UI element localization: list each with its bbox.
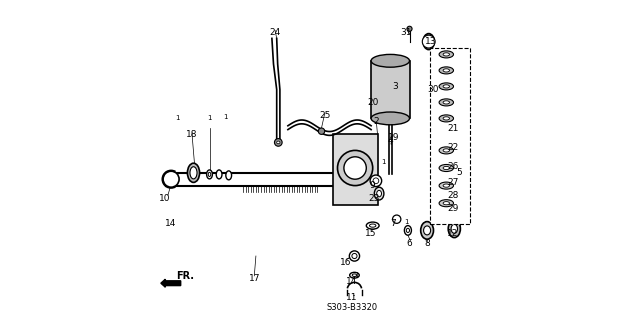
Ellipse shape [406,228,409,232]
Ellipse shape [352,274,357,276]
Text: 11: 11 [346,293,357,302]
Circle shape [407,26,412,31]
Text: 1: 1 [208,116,212,121]
Text: 12: 12 [447,229,458,238]
Ellipse shape [439,51,453,58]
Text: 1: 1 [404,220,409,225]
Bar [430,48,470,224]
Text: 1: 1 [382,159,386,164]
Bar [333,134,377,205]
Circle shape [370,175,382,187]
Circle shape [319,128,325,134]
Circle shape [373,178,379,184]
Ellipse shape [404,226,411,235]
Ellipse shape [439,182,453,189]
Ellipse shape [277,141,280,144]
Ellipse shape [424,226,431,235]
Text: 14: 14 [166,220,177,228]
Text: 7: 7 [391,220,396,228]
Text: 8: 8 [424,239,430,248]
Text: 5: 5 [456,168,462,177]
Text: 18: 18 [186,130,198,139]
Ellipse shape [439,147,453,154]
Ellipse shape [421,221,433,239]
Ellipse shape [369,224,376,227]
Ellipse shape [439,115,453,122]
Ellipse shape [443,101,450,104]
Ellipse shape [451,224,458,233]
Ellipse shape [443,117,450,120]
Text: 19: 19 [387,133,399,142]
Ellipse shape [371,112,409,125]
Ellipse shape [216,170,222,179]
Text: 9: 9 [370,181,376,190]
Ellipse shape [349,251,359,261]
Ellipse shape [443,53,450,56]
Text: 15: 15 [366,229,377,238]
Text: 1: 1 [223,114,228,120]
Ellipse shape [443,184,450,187]
Text: 29: 29 [447,204,458,212]
Ellipse shape [207,170,213,179]
Ellipse shape [350,272,359,278]
Text: 3: 3 [393,82,398,91]
Ellipse shape [423,34,435,50]
Ellipse shape [443,166,450,170]
Ellipse shape [448,220,460,237]
Ellipse shape [187,163,199,182]
Text: 14: 14 [346,277,357,286]
Text: S303-B3320: S303-B3320 [326,303,377,312]
Text: 25: 25 [319,111,330,120]
Ellipse shape [443,149,450,152]
Ellipse shape [366,222,379,229]
Text: 4: 4 [387,136,393,145]
Ellipse shape [226,171,231,180]
Text: 23: 23 [369,194,380,203]
Ellipse shape [190,167,197,179]
Circle shape [393,215,401,223]
Ellipse shape [374,187,384,200]
Text: 20: 20 [367,98,378,107]
Circle shape [275,139,282,146]
Ellipse shape [439,200,453,207]
Text: 22: 22 [447,143,458,152]
Circle shape [337,150,372,186]
Ellipse shape [439,164,453,172]
Text: 1: 1 [176,116,180,121]
Text: 28: 28 [447,191,458,200]
Text: 17: 17 [248,274,260,283]
Ellipse shape [371,54,409,67]
Circle shape [344,157,366,179]
Ellipse shape [352,253,357,259]
Circle shape [423,35,435,48]
Text: 31: 31 [401,28,412,36]
Ellipse shape [443,69,450,72]
Ellipse shape [439,83,453,90]
Text: 30: 30 [428,85,440,94]
Ellipse shape [443,85,450,88]
Circle shape [163,171,179,187]
Ellipse shape [377,190,381,197]
Text: 1: 1 [354,272,359,278]
Text: 2: 2 [373,117,379,126]
Text: 27: 27 [447,178,458,187]
Text: 24: 24 [270,28,281,36]
Text: 26: 26 [447,162,458,171]
Text: 16: 16 [340,258,351,267]
FancyArrow shape [161,279,181,287]
Bar [371,61,409,118]
Text: 13: 13 [424,37,436,46]
Text: 21: 21 [447,124,458,132]
Text: FR.: FR. [177,271,194,281]
Ellipse shape [208,172,211,177]
Text: 10: 10 [159,194,171,203]
Text: 6: 6 [407,239,413,248]
Ellipse shape [439,99,453,106]
Ellipse shape [443,202,450,205]
Ellipse shape [439,67,453,74]
